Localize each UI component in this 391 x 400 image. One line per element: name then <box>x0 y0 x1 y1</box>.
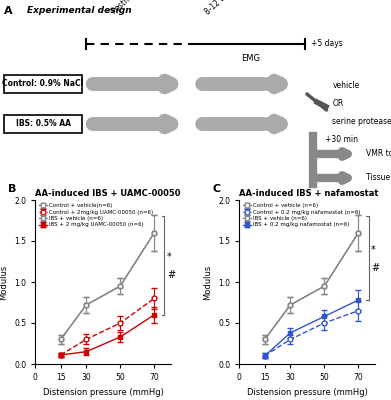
Text: AA-induced IBS + nafamostat: AA-induced IBS + nafamostat <box>239 189 379 198</box>
Text: +30 min: +30 min <box>325 134 357 144</box>
Text: OR: OR <box>332 100 344 108</box>
Text: *: * <box>371 245 376 255</box>
Text: #: # <box>167 270 175 280</box>
Text: B: B <box>8 184 16 194</box>
Bar <box>4 75 82 93</box>
Text: +5 days: +5 days <box>311 40 343 48</box>
Text: VMR to CRD: VMR to CRD <box>366 150 391 158</box>
Text: serine protease inhibitor: serine protease inhibitor <box>332 118 391 126</box>
Text: C: C <box>212 184 220 194</box>
Bar <box>4 115 82 133</box>
Y-axis label: Modulus: Modulus <box>204 264 213 300</box>
Text: IBS: 0.5% AA: IBS: 0.5% AA <box>16 120 70 128</box>
Y-axis label: Modulus: Modulus <box>0 264 9 300</box>
Text: Control: 0.9% NaCl: Control: 0.9% NaCl <box>2 80 84 88</box>
Text: A: A <box>4 6 13 16</box>
Legend: Control + vehicle(n=6), Control + 2mg/kg UAMC-00050 (n=6), IBS + vehicle (n=6), : Control + vehicle(n=6), Control + 2mg/kg… <box>38 203 154 228</box>
Text: Experimental design: Experimental design <box>27 6 132 15</box>
Text: *: * <box>167 252 172 262</box>
Text: AA-induced IBS + UAMC-00050: AA-induced IBS + UAMC-00050 <box>35 189 181 198</box>
X-axis label: Distension pressure (mmHg): Distension pressure (mmHg) <box>43 388 164 396</box>
Legend: Control + vehicle (n=6), Control + 0.2 mg/kg nafamostat (n=6), IBS + vehicle (n=: Control + vehicle (n=6), Control + 0.2 m… <box>242 203 361 228</box>
Text: Tissue harvesting: Tissue harvesting <box>366 174 391 182</box>
X-axis label: Distension pressure (mmHg): Distension pressure (mmHg) <box>247 388 368 396</box>
Text: 8-12 weeks old: 8-12 weeks old <box>203 0 252 16</box>
Text: #: # <box>371 263 379 273</box>
Text: Postnatal day 10: Postnatal day 10 <box>109 0 163 16</box>
Text: EMG: EMG <box>241 54 260 63</box>
Text: vehicle: vehicle <box>332 82 360 90</box>
